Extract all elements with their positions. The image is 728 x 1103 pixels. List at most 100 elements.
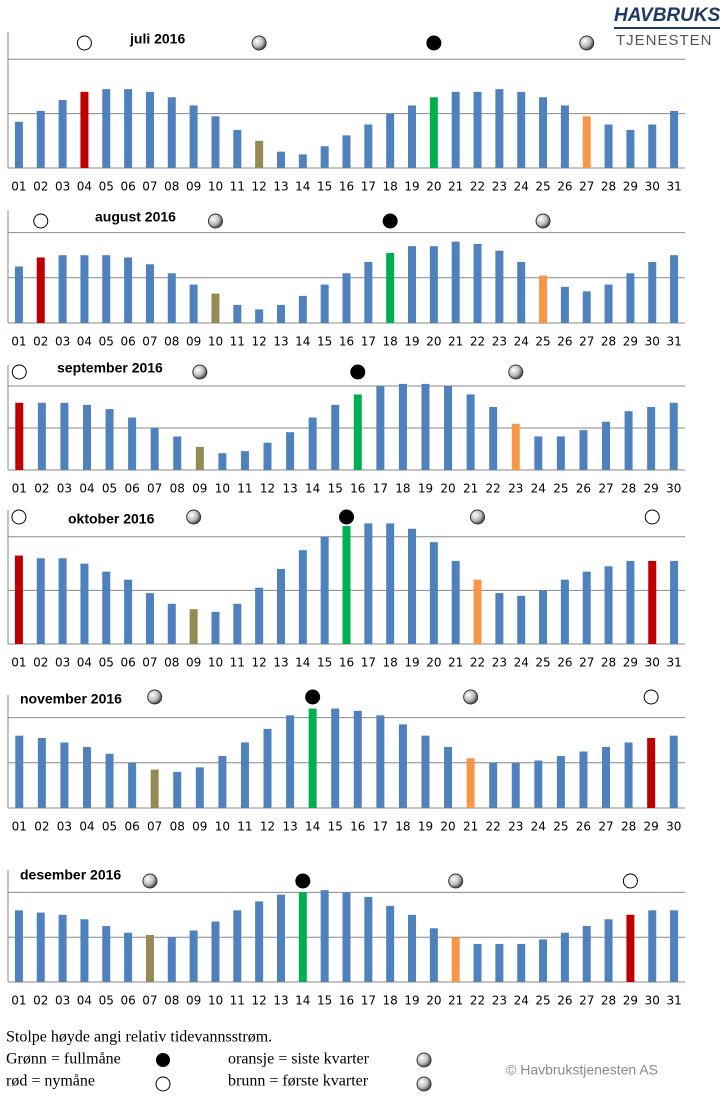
x-tick-label: 10 — [208, 994, 223, 1008]
bar — [342, 135, 351, 168]
x-tick-label: 23 — [492, 656, 507, 670]
x-tick-label: 30 — [645, 180, 660, 194]
bar — [255, 309, 264, 323]
bar — [421, 383, 430, 470]
bar — [105, 409, 114, 470]
bar — [173, 436, 182, 470]
bar — [189, 284, 198, 323]
x-tick-label: 25 — [553, 820, 568, 834]
x-tick-label: 17 — [373, 482, 388, 496]
bar — [150, 769, 159, 808]
x-tick-label: 10 — [208, 656, 223, 670]
bar — [534, 436, 543, 470]
x-tick-label: 04 — [77, 180, 92, 194]
x-tick-label: 05 — [102, 482, 117, 496]
bar — [670, 110, 679, 168]
x-tick-label: 21 — [463, 820, 478, 834]
moon-icon — [622, 873, 638, 889]
quarter-icon — [416, 1076, 432, 1092]
bar — [342, 273, 351, 323]
x-tick-label: 01 — [11, 335, 26, 349]
logo-top: HAVBRUKS — [614, 5, 721, 26]
bar — [539, 275, 548, 323]
bar — [517, 595, 526, 644]
x-tick-label: 06 — [120, 656, 135, 670]
x-tick-label: 03 — [55, 656, 70, 670]
bar — [670, 910, 679, 982]
bar — [386, 523, 395, 644]
x-tick-label: 15 — [317, 994, 332, 1008]
x-tick-label: 24 — [514, 656, 529, 670]
bar — [511, 423, 520, 470]
x-tick-label: 09 — [192, 820, 207, 834]
bar — [604, 919, 613, 982]
x-tick-label: 25 — [553, 482, 568, 496]
bar — [331, 404, 340, 470]
bar — [408, 914, 417, 982]
x-tick-label: 11 — [230, 180, 245, 194]
bar — [517, 261, 526, 323]
copyright: © Havbrukstjenesten AS — [506, 1062, 658, 1078]
x-tick-label: 27 — [579, 656, 594, 670]
bar — [473, 943, 482, 982]
x-tick-label: 02 — [33, 335, 48, 349]
x-tick-label: 07 — [142, 656, 157, 670]
bar — [331, 708, 340, 808]
x-tick-label: 07 — [142, 335, 157, 349]
x-tick-label: 10 — [215, 820, 230, 834]
x-tick-label: 07 — [142, 180, 157, 194]
bar — [233, 129, 242, 168]
bar — [14, 910, 23, 982]
x-tick-label: 27 — [579, 994, 594, 1008]
bar — [669, 735, 678, 808]
bar — [14, 121, 23, 168]
bar — [36, 110, 45, 168]
bar — [560, 286, 569, 323]
bar — [211, 921, 220, 982]
x-tick-label: 25 — [535, 335, 550, 349]
bar — [58, 558, 67, 644]
bar — [211, 116, 220, 168]
x-tick-label: 17 — [361, 994, 376, 1008]
moon-icon — [382, 213, 398, 229]
x-tick-label: 27 — [579, 335, 594, 349]
bar — [626, 129, 635, 168]
x-tick-label: 09 — [186, 656, 201, 670]
x-tick-label: 19 — [404, 335, 419, 349]
moon-icon — [579, 35, 595, 51]
bar — [560, 579, 569, 644]
bar — [489, 762, 498, 808]
x-tick-label: 20 — [426, 656, 441, 670]
moon-icon — [76, 35, 92, 51]
moon-icon — [463, 689, 479, 705]
bar — [376, 386, 385, 470]
x-tick-label: 31 — [666, 335, 681, 349]
bar — [582, 116, 591, 168]
logo-bottom: TJENESTEN — [616, 32, 713, 49]
bar — [648, 124, 657, 168]
x-tick-label: 21 — [448, 180, 463, 194]
bar — [82, 404, 91, 470]
bar — [37, 737, 46, 808]
bar — [495, 593, 504, 644]
x-tick-label: 18 — [395, 820, 410, 834]
bar — [128, 417, 137, 470]
x-tick-label: 18 — [383, 994, 398, 1008]
x-tick-label: 02 — [34, 482, 49, 496]
bar — [233, 304, 242, 323]
bar — [429, 542, 438, 644]
bar — [60, 742, 69, 808]
x-tick-label: 10 — [208, 335, 223, 349]
bar — [604, 284, 613, 323]
bar — [451, 241, 460, 323]
bar — [218, 756, 227, 808]
x-tick-label: 05 — [99, 335, 114, 349]
x-tick-label: 13 — [273, 656, 288, 670]
legend-item: rød = nymåne — [6, 1073, 95, 1090]
x-tick-label: 08 — [164, 335, 179, 349]
bar — [429, 97, 438, 168]
bar — [255, 901, 264, 982]
x-tick-label: 20 — [426, 180, 441, 194]
chart-title: november 2016 — [20, 691, 122, 707]
moon-icon — [33, 213, 49, 229]
